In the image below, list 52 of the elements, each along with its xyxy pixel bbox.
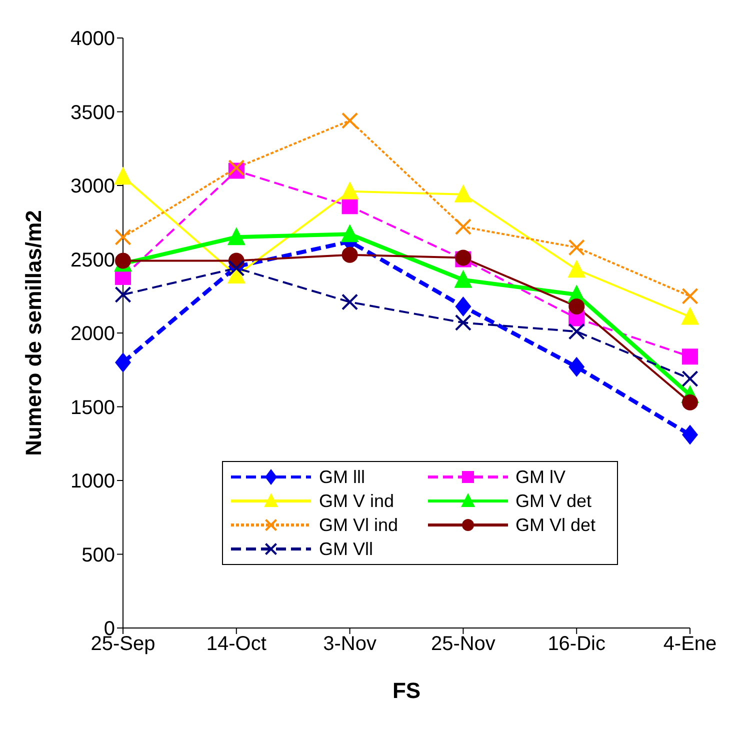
point <box>681 306 699 325</box>
point <box>342 294 358 310</box>
x-tick-label: 3-Nov <box>323 633 376 656</box>
y-tick-label: 2000 <box>70 323 115 346</box>
y-tick-label: 3000 <box>70 176 115 198</box>
point <box>568 239 585 256</box>
point <box>455 314 472 331</box>
legend-label: GM lV <box>516 466 566 488</box>
legend-label: GM Vll <box>319 538 373 560</box>
y-tick-label: 3500 <box>70 102 115 124</box>
point <box>568 298 585 314</box>
legend-label: GM lll <box>319 466 365 488</box>
point <box>454 184 472 202</box>
point <box>115 229 131 246</box>
point <box>228 160 244 176</box>
legend-label: GM V ind <box>319 490 394 512</box>
point <box>115 352 131 372</box>
y-tick-label: 1000 <box>70 470 115 493</box>
legend-label: GM Vl ind <box>319 514 398 536</box>
x-tick-label: 14-Oct <box>206 633 267 656</box>
point <box>342 246 358 263</box>
point <box>115 286 131 303</box>
point <box>342 112 358 129</box>
point <box>682 424 698 445</box>
x-axis-title: FS <box>392 678 421 703</box>
point <box>568 324 585 340</box>
point <box>228 260 244 276</box>
point <box>455 218 472 235</box>
point <box>340 224 359 242</box>
point <box>682 288 698 304</box>
point <box>227 227 246 246</box>
y-tick-label: 1500 <box>70 396 115 419</box>
legend-label: GM Vl det <box>516 514 596 536</box>
y-axis-title: Numero de semillas/m2 <box>20 210 46 456</box>
point <box>682 394 698 410</box>
point <box>340 181 359 200</box>
x-tick-label: 25-Nov <box>430 633 496 656</box>
point <box>342 198 358 214</box>
legend-label: GM V det <box>516 490 592 512</box>
y-tick-label: 500 <box>82 544 115 566</box>
point <box>682 370 698 387</box>
y-tick-label: 4000 <box>70 28 115 50</box>
point <box>115 252 131 269</box>
y-tick-label: 2500 <box>70 249 115 272</box>
point <box>114 166 132 185</box>
point <box>454 270 472 288</box>
x-tick-label: 16-Dic <box>548 633 606 656</box>
x-tick-label: 4-Ene <box>663 633 717 656</box>
point <box>682 348 698 365</box>
point <box>455 296 472 316</box>
point <box>568 356 585 377</box>
point <box>568 260 586 278</box>
